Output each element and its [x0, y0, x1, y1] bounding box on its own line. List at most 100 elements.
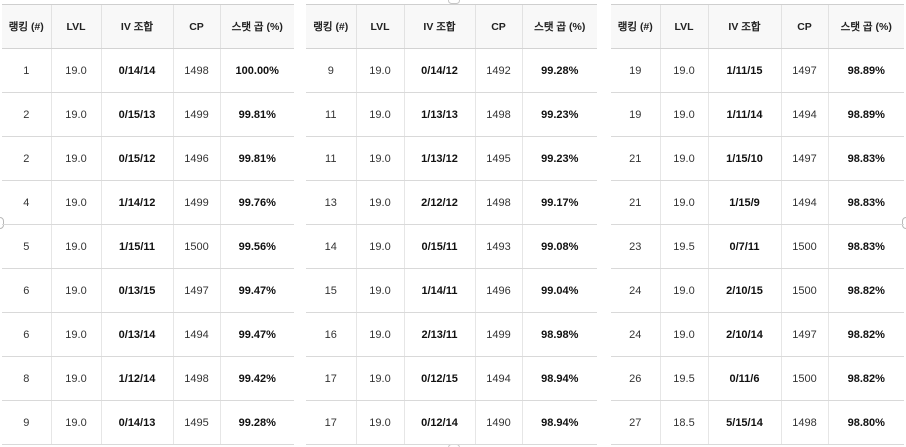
- cell-cp: 1500: [173, 224, 221, 269]
- cell-iv-combo: 0/11/6: [708, 356, 782, 401]
- cell-level: 19.0: [660, 48, 709, 93]
- table-row: 8 19.0 1/12/14 1498 99.42%: [2, 356, 294, 401]
- header-level[interactable]: LVL: [660, 5, 709, 49]
- header-cp[interactable]: CP: [173, 5, 221, 49]
- cell-level: 19.0: [660, 180, 709, 225]
- cell-iv-combo: 0/14/14: [101, 48, 174, 93]
- ranking-table-panel-1: 랭킹 (#) LVL IV 조합 CP 스탯 곱 (%) 1 19.0 0/14/1…: [2, 4, 294, 446]
- cell-level: 19.0: [660, 136, 709, 181]
- cell-cp: 1494: [781, 92, 829, 137]
- cell-iv-combo: 1/11/14: [708, 92, 782, 137]
- cell-iv-combo: 1/14/11: [404, 268, 476, 313]
- cell-iv-combo: 0/13/14: [101, 312, 174, 357]
- table-body: 1 19.0 0/14/14 1498 100.00% 2 19.0 0/15/13 1499 9…: [2, 48, 294, 445]
- cell-level: 19.0: [356, 356, 405, 401]
- cell-iv-combo: 2/10/14: [708, 312, 782, 357]
- table-row: 1 19.0 0/14/14 1498 100.00%: [2, 48, 294, 93]
- cell-rank: 5: [2, 224, 52, 269]
- bottom-edge-handle[interactable]: [448, 444, 460, 447]
- cell-level: 19.0: [660, 312, 709, 357]
- header-iv-combo[interactable]: IV 조합: [708, 5, 782, 49]
- cell-level: 19.5: [660, 224, 709, 269]
- cell-stat-product: 99.28%: [220, 400, 294, 445]
- cell-level: 19.0: [51, 92, 102, 137]
- header-level[interactable]: LVL: [356, 5, 405, 49]
- table-header-row: 랭킹 (#) LVL IV 조합 CP 스탯 곱 (%): [306, 5, 597, 49]
- header-rank[interactable]: 랭킹 (#): [306, 5, 357, 49]
- cell-stat-product: 98.89%: [828, 48, 904, 93]
- table-row: 13 19.0 2/12/12 1498 99.17%: [306, 180, 597, 225]
- cell-stat-product: 98.98%: [522, 312, 597, 357]
- cell-rank: 13: [306, 180, 357, 225]
- table-row: 9 19.0 0/14/13 1495 99.28%: [2, 400, 294, 445]
- cell-stat-product: 98.82%: [828, 356, 904, 401]
- cell-level: 19.0: [51, 400, 102, 445]
- cell-stat-product: 99.81%: [220, 92, 294, 137]
- table-row: 5 19.0 1/15/11 1500 99.56%: [2, 224, 294, 269]
- cell-iv-combo: 2/10/15: [708, 268, 782, 313]
- cell-rank: 2: [2, 92, 52, 137]
- cell-rank: 24: [611, 268, 661, 313]
- header-iv-combo[interactable]: IV 조합: [101, 5, 174, 49]
- cell-cp: 1498: [173, 356, 221, 401]
- cell-stat-product: 99.76%: [220, 180, 294, 225]
- cell-stat-product: 99.08%: [522, 224, 597, 269]
- cell-stat-product: 98.89%: [828, 92, 904, 137]
- header-iv-combo[interactable]: IV 조합: [404, 5, 476, 49]
- cell-level: 19.0: [356, 48, 405, 93]
- cell-rank: 6: [2, 268, 52, 313]
- cell-cp: 1498: [475, 92, 523, 137]
- cell-stat-product: 99.42%: [220, 356, 294, 401]
- table-row: 6 19.0 0/13/14 1494 99.47%: [2, 312, 294, 357]
- cell-level: 19.0: [356, 312, 405, 357]
- header-stat-product[interactable]: 스탯 곱 (%): [828, 5, 904, 49]
- cell-rank: 9: [2, 400, 52, 445]
- cell-level: 19.0: [51, 48, 102, 93]
- cell-level: 19.0: [356, 268, 405, 313]
- cell-iv-combo: 2/13/11: [404, 312, 476, 357]
- cell-stat-product: 98.82%: [828, 268, 904, 313]
- table-body: 19 19.0 1/11/15 1497 98.89% 19 19.0 1/11/14 1494…: [611, 48, 904, 445]
- cell-cp: 1498: [475, 180, 523, 225]
- ranking-table-1: 랭킹 (#) LVL IV 조합 CP 스탯 곱 (%) 1 19.0 0/14/1…: [2, 5, 294, 445]
- cell-cp: 1494: [781, 180, 829, 225]
- cell-stat-product: 98.83%: [828, 136, 904, 181]
- cell-cp: 1500: [781, 268, 829, 313]
- cell-iv-combo: 1/15/10: [708, 136, 782, 181]
- cell-cp: 1499: [173, 92, 221, 137]
- cell-level: 19.5: [660, 356, 709, 401]
- header-level[interactable]: LVL: [51, 5, 102, 49]
- ranking-table-panel-3: 랭킹 (#) LVL IV 조합 CP 스탯 곱 (%) 19 19.0 1/11/…: [611, 4, 904, 446]
- cell-iv-combo: 0/7/11: [708, 224, 782, 269]
- cell-cp: 1500: [781, 356, 829, 401]
- cell-rank: 19: [611, 48, 661, 93]
- cell-iv-combo: 1/15/11: [101, 224, 174, 269]
- table-row: 15 19.0 1/14/11 1496 99.04%: [306, 268, 597, 313]
- cell-rank: 24: [611, 312, 661, 357]
- header-rank[interactable]: 랭킹 (#): [2, 5, 52, 49]
- header-stat-product[interactable]: 스탯 곱 (%): [220, 5, 294, 49]
- table-row: 24 19.0 2/10/15 1500 98.82%: [611, 268, 904, 313]
- header-rank[interactable]: 랭킹 (#): [611, 5, 661, 49]
- table-row: 19 19.0 1/11/14 1494 98.89%: [611, 92, 904, 137]
- cell-stat-product: 98.94%: [522, 356, 597, 401]
- cell-iv-combo: 2/12/12: [404, 180, 476, 225]
- cell-stat-product: 98.80%: [828, 400, 904, 445]
- cell-cp: 1497: [173, 268, 221, 313]
- header-cp[interactable]: CP: [781, 5, 829, 49]
- cell-iv-combo: 0/14/12: [404, 48, 476, 93]
- header-stat-product[interactable]: 스탯 곱 (%): [522, 5, 597, 49]
- cell-cp: 1495: [475, 136, 523, 181]
- top-edge-handle[interactable]: [448, 0, 460, 4]
- cell-rank: 1: [2, 48, 52, 93]
- cell-cp: 1492: [475, 48, 523, 93]
- cell-stat-product: 99.04%: [522, 268, 597, 313]
- header-cp[interactable]: CP: [475, 5, 523, 49]
- cell-rank: 8: [2, 356, 52, 401]
- cell-level: 19.0: [356, 136, 405, 181]
- cell-rank: 14: [306, 224, 357, 269]
- table-header-row: 랭킹 (#) LVL IV 조합 CP 스탯 곱 (%): [2, 5, 294, 49]
- table-row: 26 19.5 0/11/6 1500 98.82%: [611, 356, 904, 401]
- cell-rank: 21: [611, 136, 661, 181]
